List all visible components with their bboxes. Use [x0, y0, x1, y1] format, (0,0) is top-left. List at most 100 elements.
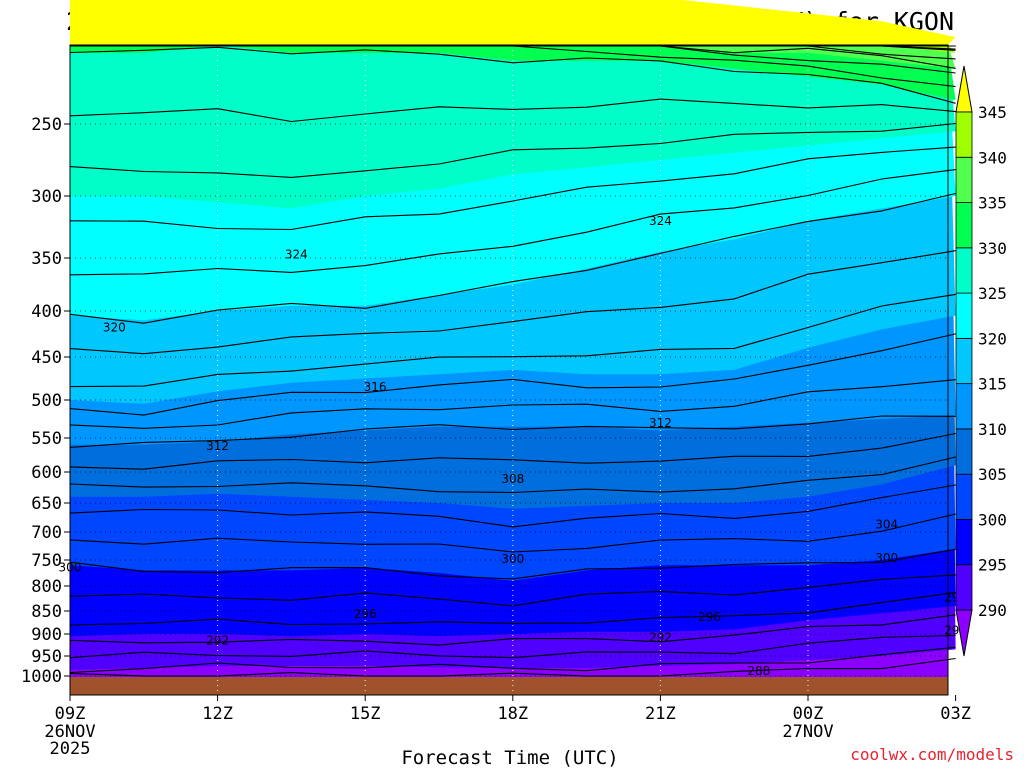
contour-330	[69, 46, 956, 104]
contour-316	[69, 293, 956, 388]
contour-326	[69, 122, 956, 178]
y-tick-label-300: 300	[31, 187, 62, 207]
contour-312	[69, 379, 956, 429]
contour-304	[69, 484, 956, 528]
colorbar: 290 295 300 305 310 315 320 325 330 335 340 345	[955, 65, 1007, 657]
plot-frame	[69, 44, 949, 696]
colorbar-swatch-300	[955, 473, 973, 520]
colorbar-swatch-310	[955, 383, 973, 430]
colorbar-label-310: 310	[978, 420, 1007, 439]
contour-label-text: 304	[875, 517, 898, 531]
x-tick-label-03Z: 03Z	[940, 704, 971, 724]
contour-label-324-0: 324	[649, 214, 672, 228]
contour-label-text: 324	[285, 247, 308, 261]
colorbar-swatch-295	[955, 519, 973, 566]
contour-324	[69, 146, 956, 231]
contour-label-320-2: 320	[103, 321, 126, 335]
colorbar-swatch-340	[955, 111, 973, 158]
contour-label-308-6: 308	[501, 472, 524, 486]
colorbar-swatch-305	[955, 428, 973, 475]
contour-308	[69, 432, 956, 470]
credit-text: coolwx.com/models	[850, 745, 1014, 764]
contour-label-text: 300	[875, 551, 898, 565]
y-tick-label-850: 850	[31, 602, 62, 622]
colorbar-swatch-330	[955, 202, 973, 249]
y-tick-label-650: 650	[31, 494, 62, 514]
band-above-345	[70, 0, 956, 45]
contour-label-312-4: 312	[649, 416, 672, 430]
contour-label-316-3: 316	[364, 380, 387, 394]
y-tick-label-450: 450	[31, 348, 62, 368]
colorbar-label-315: 315	[978, 375, 1007, 394]
contour-label-300-9: 300	[501, 552, 524, 566]
colorbar-swatch-335	[955, 156, 973, 203]
x-tick-label-09Z: 09Z	[55, 704, 86, 724]
contour-label-text: 288	[747, 664, 770, 678]
grid-lines	[70, 45, 948, 695]
contour-320	[69, 192, 956, 324]
x-axis-label: Forecast Time (UTC)	[401, 747, 618, 768]
colorbar-label-290: 290	[978, 601, 1007, 620]
colorbar-swatch-325	[955, 247, 973, 294]
colorbar-label-295: 295	[978, 556, 1007, 575]
y-tick-label-250: 250	[31, 115, 62, 135]
y-tick-label-600: 600	[31, 463, 62, 483]
shaded-bands	[70, 0, 956, 695]
y-tick-label-700: 700	[31, 523, 62, 543]
colorbar-label-320: 320	[978, 329, 1007, 348]
contour-label-text: 296	[698, 610, 721, 624]
contour-label-text: 292	[206, 634, 229, 648]
contour-292	[69, 634, 956, 659]
colorbar-label-340: 340	[978, 148, 1007, 167]
contour-322	[69, 169, 956, 276]
contour-318	[69, 250, 956, 355]
colorbar-label-325: 325	[978, 284, 1007, 303]
contour-label-text: 320	[103, 321, 126, 335]
contour-label-text: 324	[649, 214, 672, 228]
contour-label-288-17: 288	[747, 664, 770, 678]
contour-label-292-14: 292	[206, 634, 229, 648]
ground-below-surface	[70, 677, 948, 695]
y-tick-label-750: 750	[31, 551, 62, 571]
contour-label-text: 316	[364, 380, 387, 394]
colorbar-label-300: 300	[978, 510, 1007, 529]
colorbar-swatch-290	[955, 564, 973, 611]
x-tick-date-09Z: 26NOV	[44, 722, 95, 742]
contour-314	[69, 333, 956, 416]
contour-label-296-12: 296	[354, 607, 377, 621]
band-above-330	[70, 45, 956, 101]
x-tick-label-15Z: 15Z	[350, 704, 381, 724]
y-tick-label-1000: 1000	[21, 667, 62, 687]
x-tick-label-18Z: 18Z	[497, 704, 528, 724]
colorbar-label-345: 345	[978, 103, 1007, 122]
contour-288	[69, 657, 956, 677]
contour-328	[69, 98, 956, 123]
x-tick-label-12Z: 12Z	[202, 704, 233, 724]
y-tick-label-400: 400	[31, 302, 62, 322]
y-tick-label-500: 500	[31, 391, 62, 411]
x-tick-date-00Z: 27NOV	[782, 722, 833, 742]
y-tick-label-550: 550	[31, 429, 62, 449]
contour-label-312-5: 312	[206, 439, 229, 453]
contour-label-300-10: 300	[875, 551, 898, 565]
contour-290	[69, 646, 956, 674]
y-tick-label-350: 350	[31, 249, 62, 269]
contour-310	[69, 415, 956, 448]
colorbar-swatch-315	[955, 337, 973, 385]
colorbar-label-330: 330	[978, 239, 1007, 258]
x-tick-label-00Z: 00Z	[793, 704, 824, 724]
x-tick-year-09Z: 2025	[50, 739, 91, 759]
contour-306	[69, 456, 956, 494]
contour-label-292-15: 292	[649, 631, 672, 645]
band-above-325	[70, 45, 956, 209]
colorbar-top-arrow	[955, 65, 973, 113]
contour-label-304-7: 304	[875, 517, 898, 531]
colorbar-label-305: 305	[978, 465, 1007, 484]
contour-label-text: 300	[501, 552, 524, 566]
contour-lines	[69, 45, 956, 677]
contour-label-text: 312	[206, 439, 229, 453]
contour-300	[69, 548, 956, 580]
